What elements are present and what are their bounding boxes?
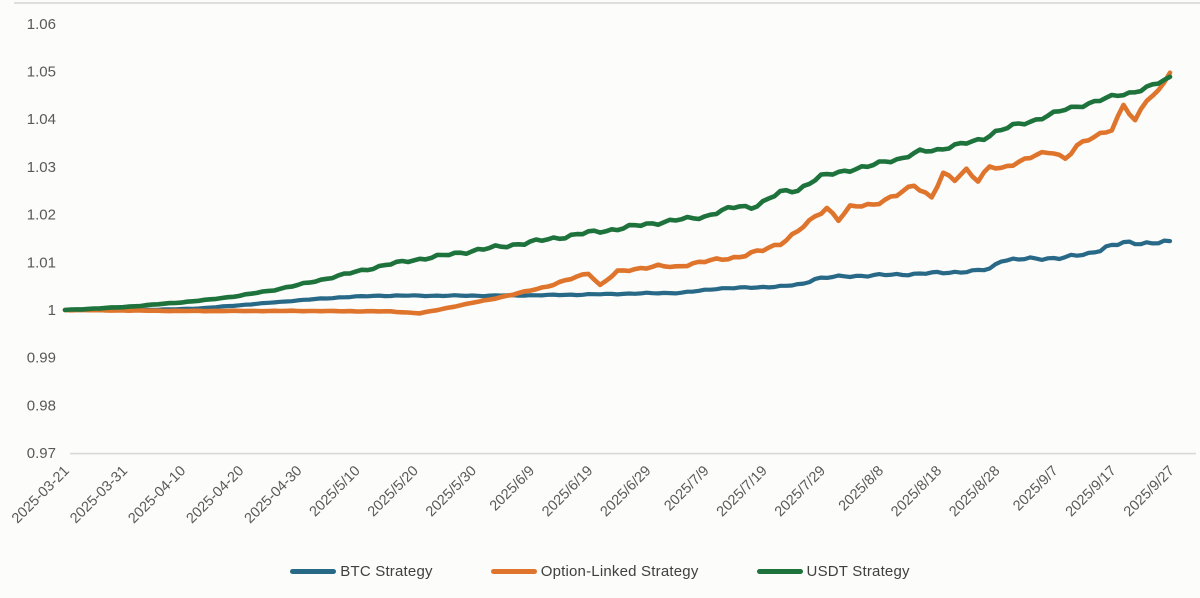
x-tick-label: 2025/9/17 xyxy=(1063,463,1120,520)
x-tick-label: 2025-04-30 xyxy=(242,463,306,527)
option-linked-strategy-line xyxy=(62,70,1173,316)
x-tick-label: 2025-04-10 xyxy=(125,463,189,527)
legend-item-option-linked-strategy: Option-Linked Strategy xyxy=(490,563,699,580)
x-tick-label: 2025/7/19 xyxy=(714,463,771,520)
x-tick-label: 2025/8/28 xyxy=(946,463,1003,520)
legend-label: Option-Linked Strategy xyxy=(540,563,699,580)
y-tick-label: 1.02 xyxy=(27,207,56,224)
x-tick-label: 2025/5/10 xyxy=(307,463,364,520)
x-tick-label: 2025/8/18 xyxy=(888,463,945,520)
chart-legend: BTC Strategy Option-Linked Strategy USDT… xyxy=(0,563,1200,580)
y-tick-label: 0.98 xyxy=(27,397,56,414)
btc-strategy-swatch-icon xyxy=(290,569,337,574)
x-tick-label: 2025/7/29 xyxy=(772,463,829,520)
legend-label: BTC Strategy xyxy=(340,563,433,580)
x-tick-label: 2025/9/7 xyxy=(1010,463,1061,514)
x-tick-label: 2025/9/27 xyxy=(1121,463,1178,520)
x-tick-label: 2025/5/30 xyxy=(423,463,480,520)
usdt-strategy-swatch-icon xyxy=(756,569,803,574)
x-tick-label: 2025/6/19 xyxy=(539,463,596,520)
y-tick-label: 1 xyxy=(48,302,56,319)
x-tick-label: 2025/5/20 xyxy=(365,463,422,520)
x-tick-label: 2025-03-31 xyxy=(67,463,131,527)
chart-top-border xyxy=(14,2,1200,4)
x-tick-label: 2025/6/29 xyxy=(597,463,654,520)
btc-strategy-line xyxy=(62,238,1173,313)
x-tick-label: 2025/8/8 xyxy=(836,463,887,514)
y-tick-label: 0.99 xyxy=(27,350,56,367)
x-tick-label: 2025/7/9 xyxy=(661,463,712,514)
legend-item-usdt-strategy: USDT Strategy xyxy=(756,563,910,580)
x-axis-labels: 2025-03-212025-03-312025-04-102025-04-20… xyxy=(9,463,1178,527)
usdt-strategy-line xyxy=(62,74,1173,313)
x-tick-label: 2025-04-20 xyxy=(184,463,248,527)
y-tick-label: 1.04 xyxy=(27,111,56,128)
y-tick-label: 1.03 xyxy=(27,159,56,176)
y-axis-labels: 1.06 1.05 1.04 1.03 1.02 1.01 1 0.99 0.98 0.97 xyxy=(27,16,56,462)
legend-label: USDT Strategy xyxy=(806,563,910,580)
legend-item-btc-strategy: BTC Strategy xyxy=(290,563,433,580)
option-linked-strategy-swatch-icon xyxy=(490,569,537,574)
y-tick-label: 0.97 xyxy=(27,445,56,462)
y-tick-label: 1.05 xyxy=(27,64,56,81)
y-tick-label: 1.01 xyxy=(27,254,56,271)
y-tick-label: 1.06 xyxy=(27,16,56,33)
x-tick-label: 2025/6/9 xyxy=(487,463,538,514)
x-tick-label: 2025-03-21 xyxy=(9,463,73,527)
